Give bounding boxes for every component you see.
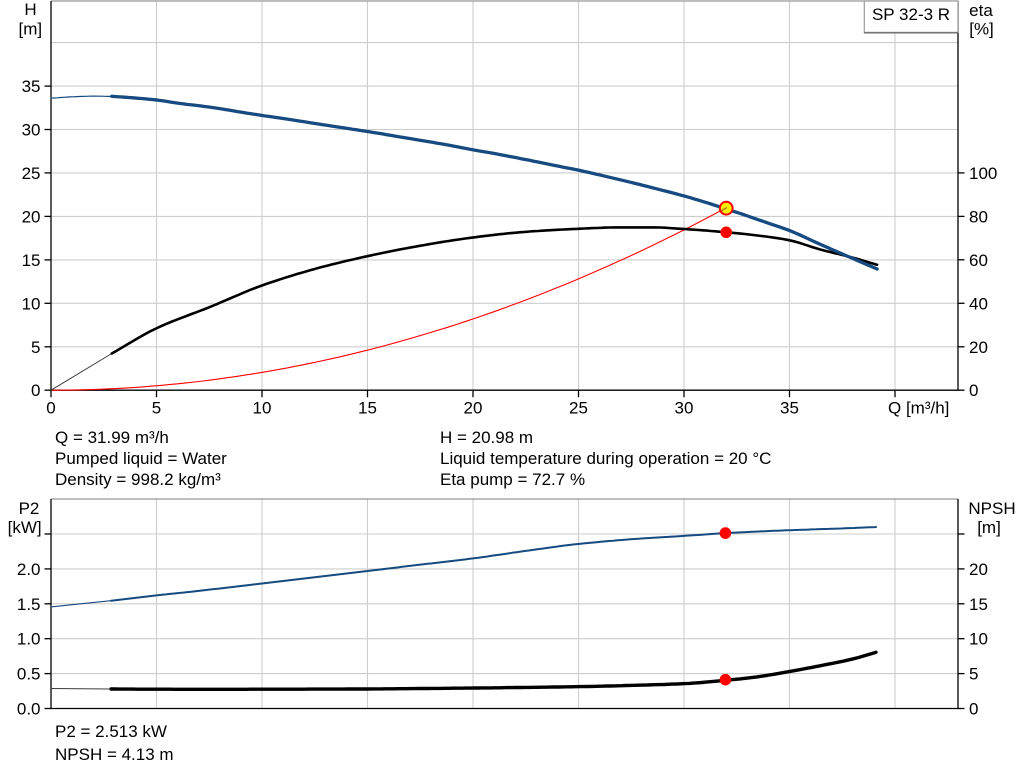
- svg-text:10: 10: [253, 399, 272, 418]
- svg-text:0: 0: [31, 381, 40, 400]
- svg-text:Eta pump = 72.7 %: Eta pump = 72.7 %: [440, 470, 585, 489]
- svg-text:15: 15: [969, 595, 988, 614]
- svg-text:Density = 998.2 kg/m³: Density = 998.2 kg/m³: [55, 470, 221, 489]
- svg-text:SP 32-3 R: SP 32-3 R: [872, 5, 950, 24]
- svg-text:0: 0: [46, 399, 55, 418]
- svg-text:0.0: 0.0: [17, 700, 41, 719]
- svg-text:60: 60: [969, 251, 988, 270]
- svg-text:Liquid temperature during oper: Liquid temperature during operation = 20…: [440, 449, 771, 468]
- svg-text:NPSH: NPSH: [968, 499, 1015, 518]
- svg-text:P2 = 2.513 kW: P2 = 2.513 kW: [55, 722, 167, 741]
- svg-text:2.0: 2.0: [17, 560, 41, 579]
- svg-text:Q [m³/h]: Q [m³/h]: [888, 399, 949, 418]
- svg-text:10: 10: [969, 630, 988, 649]
- svg-text:5: 5: [31, 338, 40, 357]
- svg-text:5: 5: [152, 399, 161, 418]
- svg-text:Pumped liquid = Water: Pumped liquid = Water: [55, 449, 227, 468]
- svg-text:[%]: [%]: [969, 20, 994, 39]
- svg-text:1.5: 1.5: [17, 595, 41, 614]
- svg-text:30: 30: [22, 121, 41, 140]
- svg-text:80: 80: [969, 207, 988, 226]
- svg-text:1.0: 1.0: [17, 630, 41, 649]
- svg-text:[kW]: [kW]: [8, 518, 42, 537]
- svg-text:25: 25: [569, 399, 588, 418]
- svg-text:10: 10: [22, 294, 41, 313]
- svg-text:20: 20: [22, 207, 41, 226]
- svg-text:20: 20: [464, 399, 483, 418]
- svg-text:25: 25: [22, 164, 41, 183]
- svg-text:Q = 31.99 m³/h: Q = 31.99 m³/h: [55, 428, 169, 447]
- svg-text:P2: P2: [19, 499, 40, 518]
- svg-text:5: 5: [969, 665, 978, 684]
- svg-text:35: 35: [22, 77, 41, 96]
- svg-text:0: 0: [969, 381, 978, 400]
- svg-text:eta: eta: [969, 1, 993, 20]
- svg-text:40: 40: [969, 294, 988, 313]
- svg-text:35: 35: [780, 399, 799, 418]
- svg-text:H = 20.98 m: H = 20.98 m: [440, 428, 533, 447]
- svg-text:0: 0: [969, 700, 978, 719]
- svg-text:20: 20: [969, 560, 988, 579]
- svg-text:20: 20: [969, 338, 988, 357]
- svg-text:15: 15: [358, 399, 377, 418]
- svg-text:[m]: [m]: [977, 518, 1001, 537]
- svg-text:[m]: [m]: [18, 20, 42, 39]
- svg-text:H: H: [24, 0, 36, 19]
- svg-text:NPSH = 4.13 m: NPSH = 4.13 m: [55, 745, 174, 764]
- svg-text:100: 100: [969, 164, 997, 183]
- svg-text:15: 15: [22, 251, 41, 270]
- svg-text:0.5: 0.5: [17, 665, 41, 684]
- svg-text:30: 30: [675, 399, 694, 418]
